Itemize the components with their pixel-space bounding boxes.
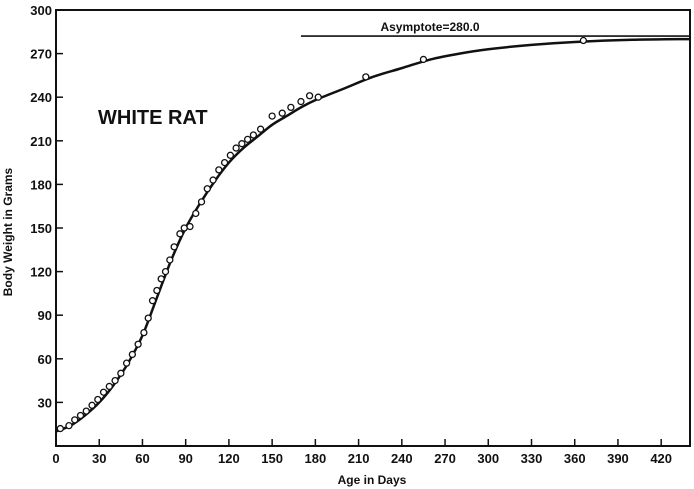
data-point	[256, 125, 265, 133]
data-point	[579, 36, 588, 45]
x-tick-label: 180	[305, 451, 327, 466]
data-point	[176, 230, 184, 238]
data-point	[56, 424, 64, 433]
x-tick-label: 30	[92, 451, 106, 466]
y-tick-label: 120	[30, 265, 52, 280]
x-tick-label: 300	[477, 451, 499, 466]
data-point	[180, 224, 188, 232]
y-tick-label: 180	[30, 177, 52, 192]
x-tick-label: 60	[135, 451, 149, 466]
data-point	[226, 151, 235, 159]
y-axis-title: Body Weight in Grams	[1, 167, 15, 296]
y-tick-label: 300	[30, 3, 52, 18]
asymptote-label: Asymptote=280.0	[380, 20, 479, 34]
fitted-growth-curve	[55, 37, 691, 433]
x-axis-title: Age in Days	[338, 473, 407, 487]
data-point	[140, 328, 148, 337]
data-point	[148, 297, 157, 305]
data-point	[88, 401, 96, 409]
x-tick-label: 390	[607, 451, 629, 466]
data-point	[314, 93, 322, 101]
data-point	[99, 388, 108, 396]
data-point	[122, 359, 131, 367]
data-point	[186, 222, 194, 231]
x-tick-label: 360	[564, 451, 586, 466]
data-point	[278, 109, 286, 117]
x-axis-ticks: 0 30 60 90 120 150 180 210 240 270 300 330 360 390 420	[52, 439, 672, 466]
data-point	[128, 350, 137, 359]
data-point	[71, 416, 79, 424]
data-point	[232, 144, 240, 152]
data-point	[419, 55, 428, 64]
x-tick-label: 210	[348, 451, 370, 466]
x-tick-label: 0	[52, 451, 59, 466]
data-point	[287, 103, 295, 112]
data-point	[305, 92, 314, 100]
data-point	[220, 158, 229, 167]
data-point	[94, 395, 102, 404]
data-point	[243, 135, 252, 143]
data-point	[161, 267, 170, 276]
x-tick-label: 120	[218, 451, 240, 466]
data-point	[203, 185, 211, 193]
y-tick-label: 60	[38, 352, 52, 367]
data-point	[82, 407, 90, 415]
x-tick-label: 420	[650, 451, 672, 466]
data-point	[249, 131, 258, 139]
data-point	[297, 97, 305, 106]
x-tick-label: 90	[178, 451, 192, 466]
data-point	[65, 422, 73, 430]
data-point	[76, 411, 85, 420]
y-tick-label: 240	[30, 90, 52, 105]
data-point	[111, 376, 119, 385]
data-point	[144, 314, 152, 322]
x-tick-label: 270	[434, 451, 456, 466]
data-point	[153, 286, 161, 295]
data-point	[268, 112, 276, 120]
data-point	[238, 140, 246, 148]
data-point	[170, 243, 178, 251]
y-axis-ticks: 30 60 90 120 150 180 210 240 270 300	[30, 3, 63, 410]
y-tick-label: 150	[30, 221, 52, 236]
curve-layer	[55, 37, 691, 433]
data-point	[134, 340, 142, 348]
y-tick-label: 30	[38, 395, 52, 410]
data-point	[166, 256, 174, 264]
x-tick-label: 150	[261, 451, 283, 466]
y-tick-label: 210	[30, 134, 52, 149]
data-point	[157, 275, 165, 283]
data-point	[362, 73, 370, 81]
data-point	[209, 176, 217, 184]
plot-frame	[55, 9, 691, 447]
data-point	[197, 198, 206, 206]
asymptote-layer: Asymptote=280.0	[300, 20, 690, 37]
data-point	[117, 369, 125, 377]
data-point	[105, 382, 113, 391]
chart-title: WHITE RAT	[98, 107, 208, 129]
data-point	[215, 166, 223, 174]
y-tick-label: 270	[30, 47, 52, 62]
point-layer	[56, 36, 588, 433]
x-tick-label: 330	[521, 451, 543, 466]
y-tick-label: 90	[38, 308, 52, 323]
data-point	[192, 209, 200, 218]
x-tick-label: 240	[391, 451, 413, 466]
